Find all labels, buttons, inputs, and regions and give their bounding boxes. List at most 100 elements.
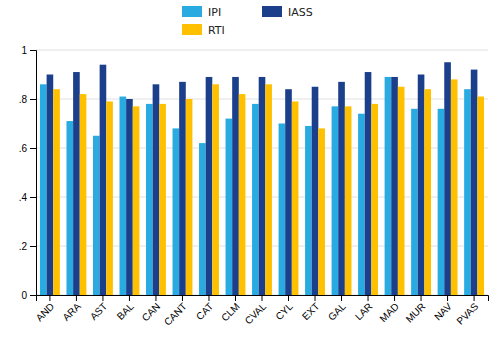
bar (80, 94, 87, 295)
bar (66, 121, 73, 295)
bar (318, 128, 325, 295)
bar (424, 89, 431, 295)
x-tick: AND (34, 295, 57, 323)
y-tick: .2 (19, 241, 36, 252)
bar (292, 101, 299, 295)
x-tick: EXT (300, 295, 322, 322)
bar (451, 79, 458, 295)
x-tick-label: MUR (404, 301, 428, 325)
x-tick: CLM (219, 295, 242, 323)
legend-item: IPI (182, 6, 221, 19)
bar (212, 84, 219, 295)
x-tick-mark (49, 295, 50, 301)
y-tick-label: 0 (21, 290, 27, 301)
x-tick-label: GAL (326, 300, 348, 322)
y-tick-mark (30, 148, 36, 149)
bar (259, 77, 266, 295)
x-tick-mark (155, 295, 156, 301)
bar (40, 84, 47, 295)
bar (179, 82, 186, 295)
x-axis-line (37, 296, 489, 302)
bar (411, 109, 418, 295)
bar (93, 136, 100, 295)
x-tick-mark (262, 295, 263, 301)
x-tick: CAT (194, 295, 215, 322)
bar (226, 119, 233, 295)
y-tick: .8 (19, 94, 36, 105)
y-tick-label: 1 (21, 45, 27, 56)
bar (471, 70, 478, 295)
x-tick-label: NAV (432, 300, 454, 322)
x-tick-label: CLM (219, 301, 242, 324)
bar (199, 143, 206, 295)
bar (186, 99, 193, 295)
x-tick-mark (182, 295, 183, 301)
x-tick-mark (368, 295, 369, 301)
y-tick-mark (30, 50, 36, 51)
x-tick: AST (88, 295, 110, 322)
bar (232, 77, 239, 295)
x-tick: GAL (326, 295, 348, 323)
x-tick-mark (235, 295, 236, 301)
bar (398, 87, 405, 295)
y-tick-label: .6 (19, 143, 28, 154)
x-tick-mark (474, 295, 475, 301)
legend-item: IASS (262, 6, 313, 19)
bar (371, 104, 378, 295)
x-axis: ANDARAASTBALCANCANTCATCLMCVALCYLEXTGALLA… (34, 295, 489, 328)
bar (338, 82, 345, 295)
y-tick-mark (30, 246, 36, 247)
bar (146, 104, 153, 295)
bar (73, 72, 80, 295)
x-tick-label: BAL (115, 300, 136, 321)
x-tick: ARA (60, 295, 83, 323)
y-tick-mark (30, 99, 36, 100)
x-tick-label: CAN (140, 301, 163, 324)
bar (279, 124, 286, 296)
bar (100, 65, 107, 295)
bar-series (53, 79, 484, 295)
bar (126, 99, 133, 295)
bar (345, 106, 352, 295)
x-tick-label: CAT (194, 301, 215, 322)
x-tick: CVAL (243, 295, 269, 326)
x-tick: LAR (353, 295, 375, 322)
y-tick: 0 (21, 290, 36, 301)
y-tick: .4 (19, 192, 36, 203)
bar (305, 126, 312, 295)
x-tick-mark (76, 295, 77, 301)
x-tick: MUR (404, 295, 428, 325)
y-tick-label: .2 (19, 241, 28, 252)
legend-item: RTI (182, 24, 225, 37)
y-tick: 1 (21, 45, 36, 56)
grid (36, 50, 488, 295)
y-tick: .6 (19, 143, 36, 154)
x-tick: CAN (140, 295, 163, 323)
legend: IPI IASS RTI (182, 6, 313, 37)
x-tick: MAD (377, 295, 401, 324)
x-tick-label: CYL (273, 300, 295, 322)
bar (464, 89, 471, 295)
bar (173, 128, 180, 295)
chart: 0 .2 .4 .6 .8 1 ANDARAASTBALCANCANTCATCLMCVALC… (0, 0, 500, 341)
y-axis-line (30, 51, 37, 296)
bar-series (47, 62, 478, 295)
x-tick: BAL (115, 295, 136, 322)
x-tick: PVAS (454, 295, 480, 327)
y-tick-mark (30, 197, 36, 198)
bar (312, 87, 319, 295)
x-tick: NAV (432, 295, 454, 322)
x-tick-label: CANT (162, 301, 189, 328)
grid-line (36, 50, 488, 51)
bar (206, 77, 213, 295)
x-tick-label: CVAL (243, 300, 269, 326)
legend-swatch (182, 6, 202, 17)
bars (40, 62, 484, 295)
x-tick-label: LAR (353, 301, 375, 323)
y-axis: 0 .2 .4 .6 .8 1 (19, 45, 37, 301)
x-tick-mark (421, 295, 422, 301)
x-tick-label: PVAS (454, 300, 480, 326)
x-tick-label: AST (88, 301, 110, 323)
bar (358, 114, 365, 295)
x-tick-mark (102, 295, 103, 301)
